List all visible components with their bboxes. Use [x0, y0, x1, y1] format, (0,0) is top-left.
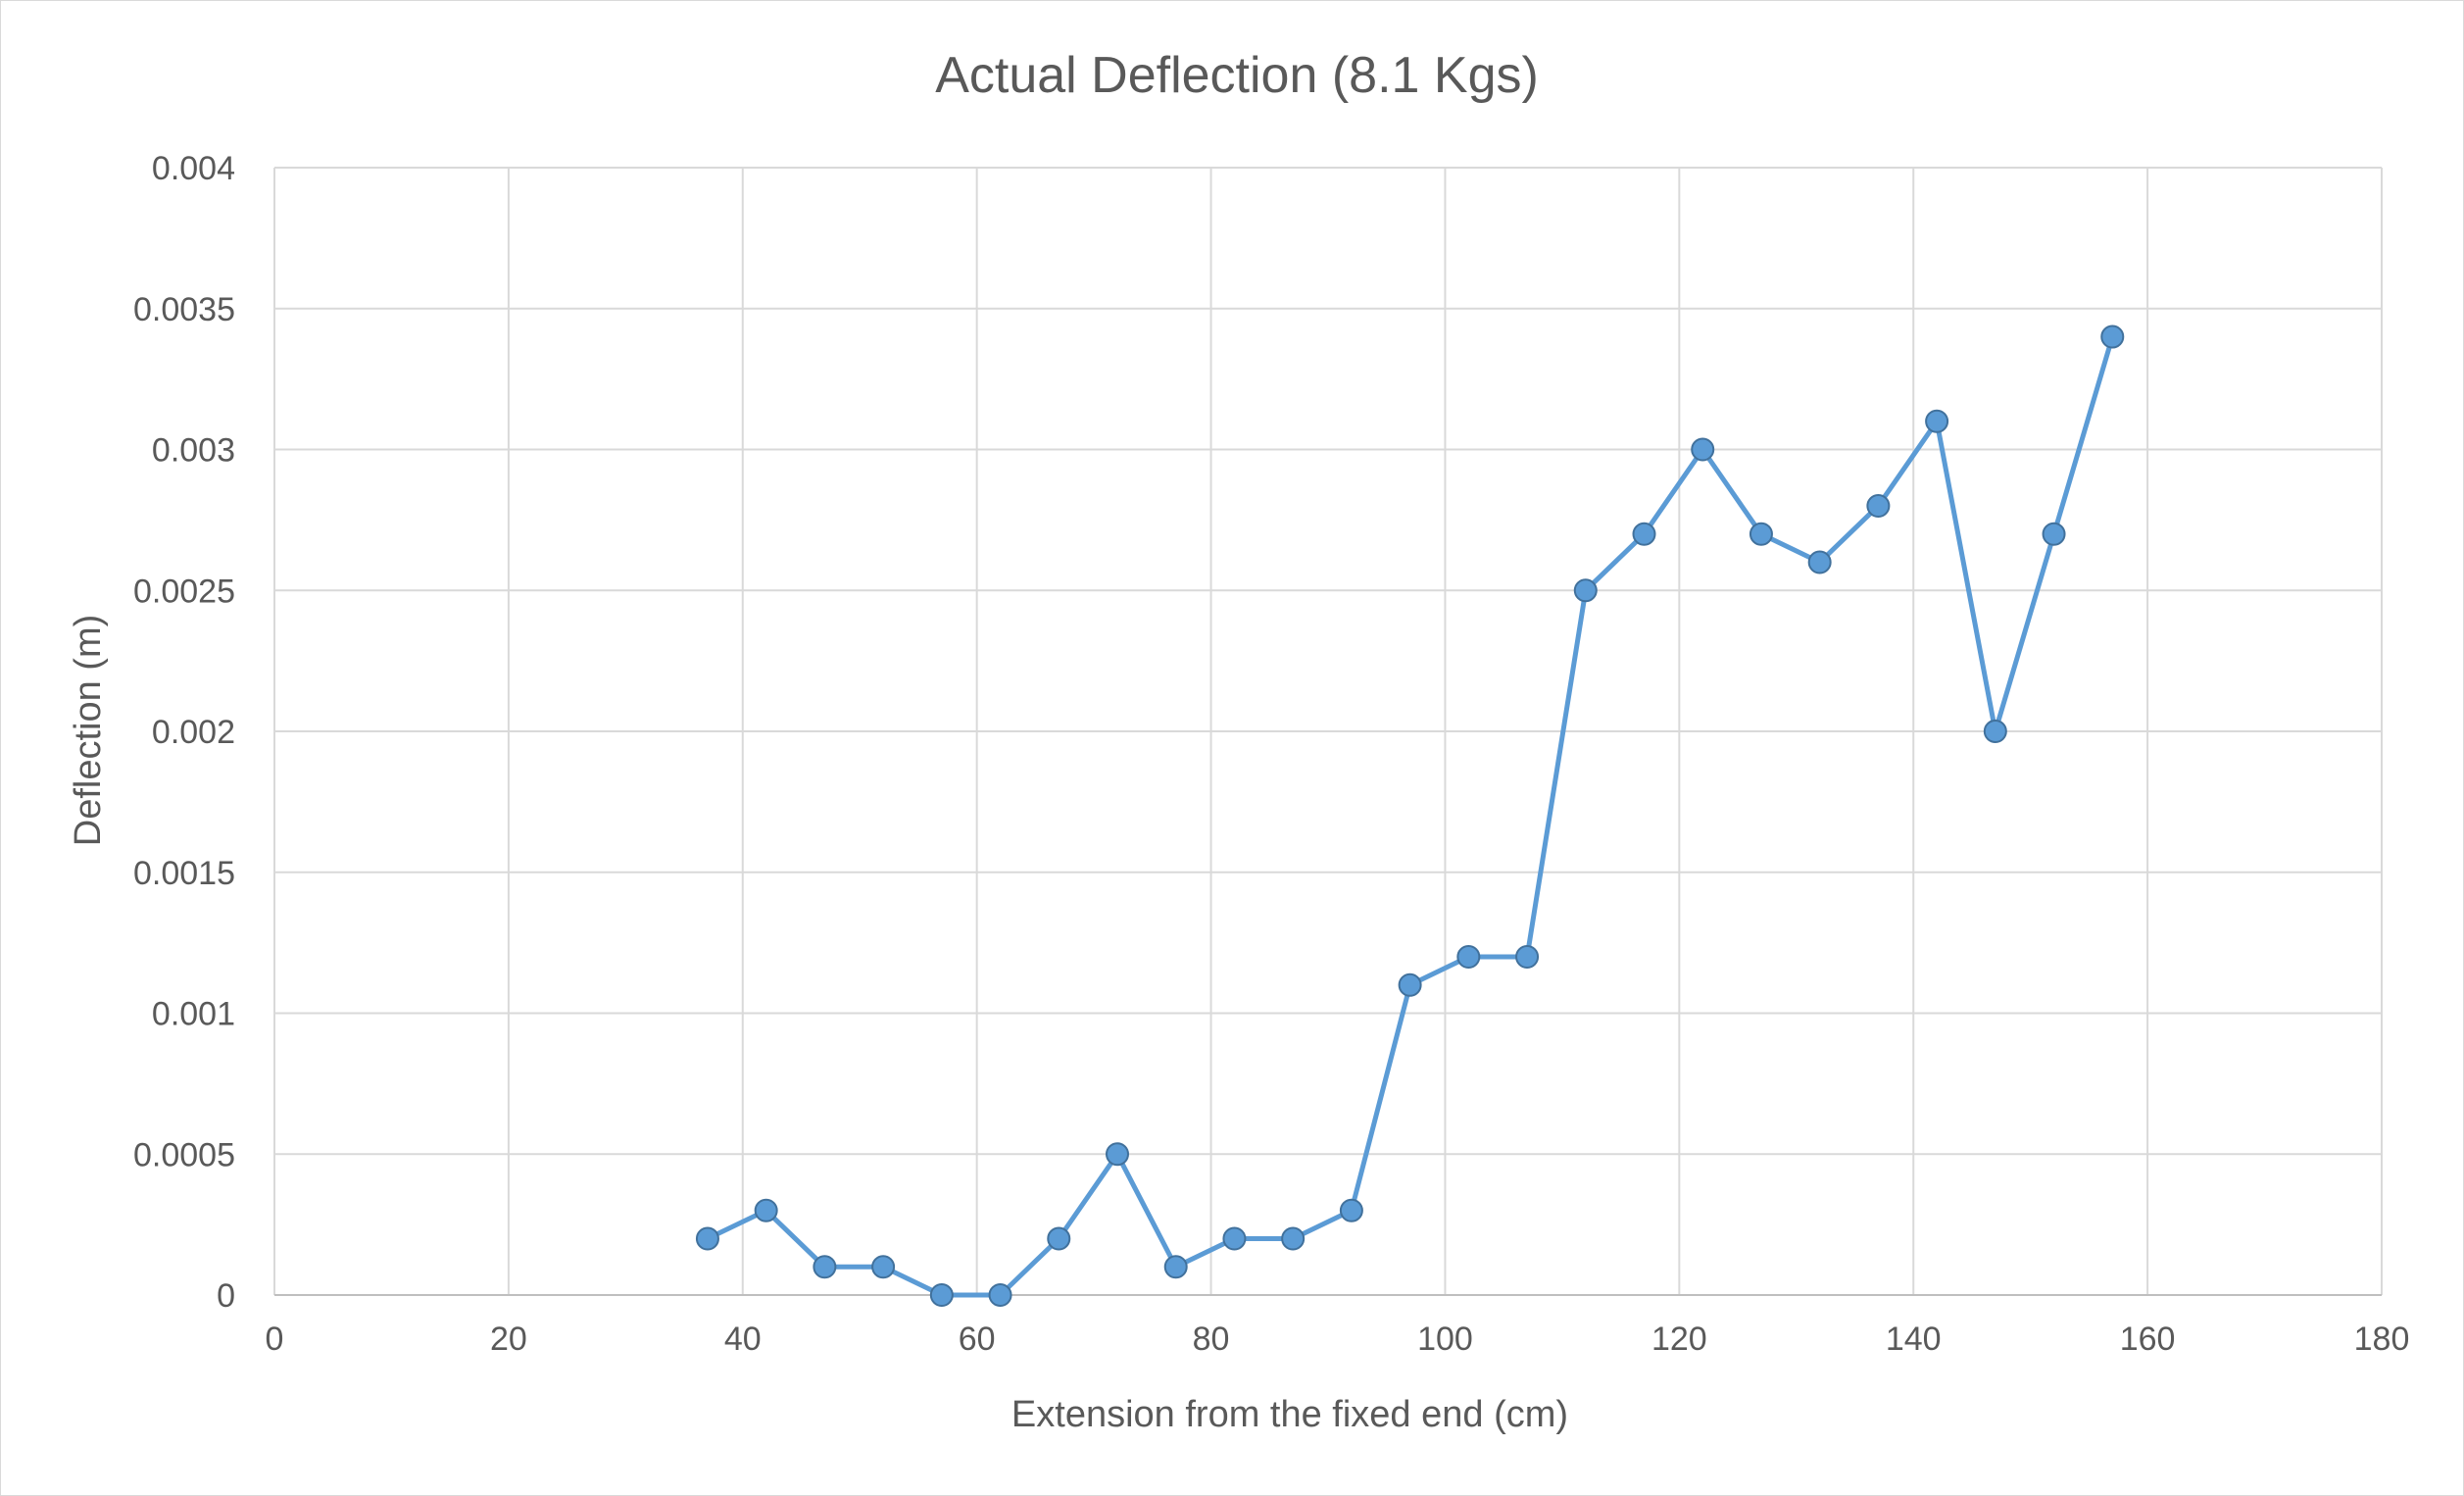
data-point [1691, 437, 1715, 462]
data-point [1398, 972, 1422, 997]
y-tick-label: 0.0005 [133, 1136, 235, 1173]
x-axis-ticks: 0 20 40 60 80 100 120 140 160 180 [266, 1321, 2410, 1358]
data-point [1281, 1226, 1306, 1251]
data-point [1456, 945, 1481, 969]
x-tick-label: 20 [490, 1321, 527, 1358]
data-point [1573, 578, 1598, 603]
y-axis-ticks: 0 0.0005 0.001 0.0015 0.002 0.0025 0.003 0.0035… [133, 150, 235, 1315]
data-point [2100, 324, 2125, 349]
data-point [754, 1198, 778, 1222]
data-point [1047, 1226, 1071, 1251]
data-point [695, 1226, 719, 1251]
chart-title: Actual Deflection (8.1 Kgs) [935, 47, 1539, 104]
data-point [1515, 945, 1540, 969]
x-tick-label: 60 [959, 1321, 996, 1358]
x-axis-title: Extension from the fixed end (cm) [1011, 1394, 1568, 1435]
x-tick-label: 40 [724, 1321, 762, 1358]
gridlines [273, 167, 2383, 1296]
x-tick-label: 0 [266, 1321, 284, 1358]
data-point [1925, 409, 1949, 433]
data-point [1222, 1226, 1247, 1251]
y-tick-label: 0.001 [152, 996, 235, 1033]
data-point [1163, 1255, 1188, 1279]
data-point [871, 1255, 896, 1279]
data-point [1749, 522, 1773, 546]
y-axis-title: Deflection (m) [68, 615, 109, 847]
data-point [988, 1283, 1012, 1307]
series-line [706, 335, 2115, 1298]
y-tick-label: 0.003 [152, 432, 235, 470]
y-tick-label: 0.002 [152, 714, 235, 751]
data-point [1339, 1198, 1363, 1222]
data-point [2042, 522, 2066, 546]
data-point [1983, 720, 2007, 743]
x-tick-label: 180 [2354, 1321, 2410, 1358]
data-point [1807, 550, 1832, 574]
y-tick-label: 0.004 [152, 150, 235, 187]
data-point [813, 1255, 837, 1279]
data-point [1106, 1142, 1129, 1167]
x-tick-label: 160 [2120, 1321, 2176, 1358]
data-point [1632, 522, 1656, 546]
data-point [1866, 494, 1891, 518]
y-tick-label: 0 [217, 1277, 235, 1315]
y-tick-label: 0.0025 [133, 573, 235, 610]
x-tick-label: 140 [1886, 1321, 1942, 1358]
x-tick-label: 80 [1193, 1321, 1230, 1358]
x-tick-label: 100 [1417, 1321, 1473, 1358]
y-tick-label: 0.0015 [133, 855, 235, 892]
data-point [929, 1283, 954, 1307]
series-deflection [695, 324, 2125, 1307]
x-tick-label: 120 [1651, 1321, 1707, 1358]
y-tick-label: 0.0035 [133, 291, 235, 328]
